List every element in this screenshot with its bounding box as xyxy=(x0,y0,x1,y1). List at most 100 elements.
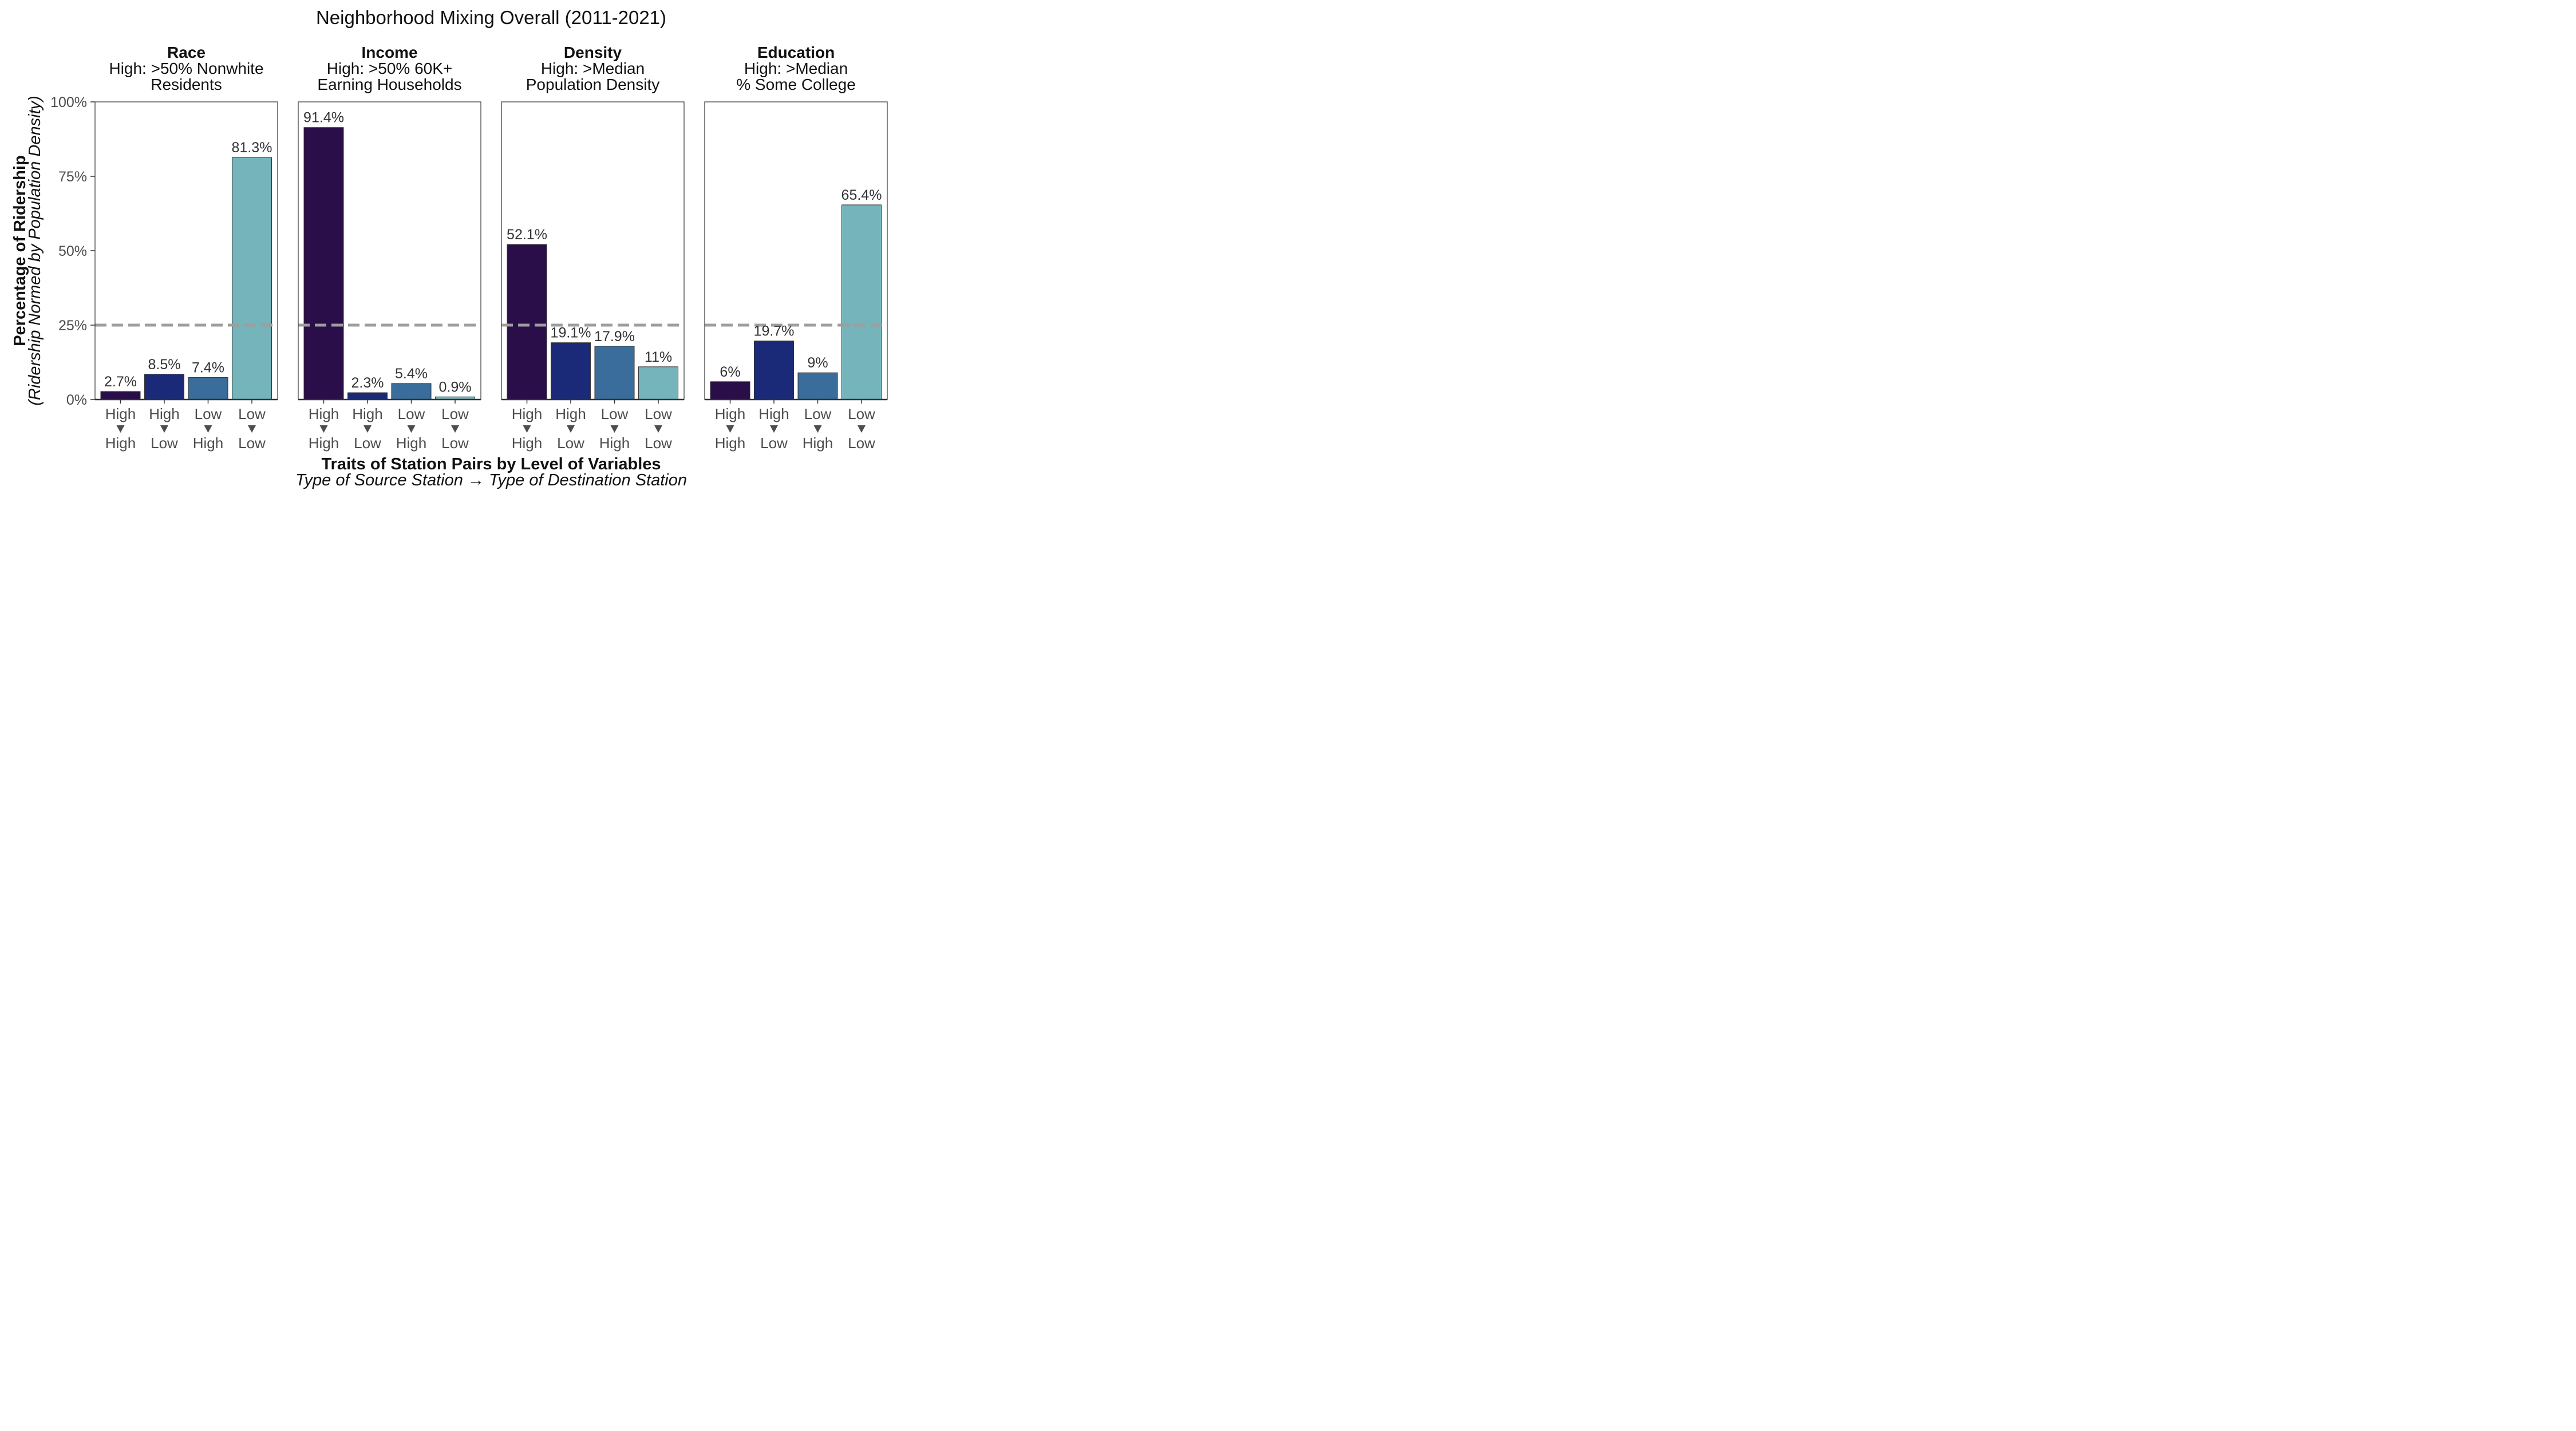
facet-subtitle: High: >50% 60K+ xyxy=(327,60,453,77)
bar-value-label: 0.9% xyxy=(439,379,472,395)
x-tick-destination: High xyxy=(512,434,542,452)
bar xyxy=(144,374,184,400)
facet-title: Race xyxy=(167,44,206,61)
x-tick-destination: High xyxy=(599,434,630,452)
y-tick-label: 100% xyxy=(50,94,87,110)
bar xyxy=(391,383,432,400)
y-axis-title: Percentage of Ridership (Ridership Norme… xyxy=(11,96,44,406)
chart-title: Neighborhood Mixing Overall (2011-2021) xyxy=(316,7,666,28)
x-axis-sublabel: Type of Source Station → Type of Destina… xyxy=(295,471,687,489)
x-tick-source: High xyxy=(555,405,586,422)
facet-subtitle: High: >Median xyxy=(744,60,848,77)
bar xyxy=(594,346,635,400)
bar-value-label: 52.1% xyxy=(507,227,547,243)
x-tick-destination: Low xyxy=(557,434,584,452)
bar xyxy=(551,342,591,400)
x-tick-destination: High xyxy=(803,434,833,452)
bar-value-label: 91.4% xyxy=(303,110,344,126)
bar xyxy=(638,366,678,400)
x-tick-destination: High xyxy=(715,434,745,452)
y-axis: 0% 25% 50% 75% 100% xyxy=(50,94,95,408)
down-arrow-icon xyxy=(523,425,531,433)
bar-value-label: 2.3% xyxy=(351,375,384,391)
down-arrow-icon xyxy=(364,425,372,433)
down-arrow-icon xyxy=(770,425,778,433)
y-tick-label: 50% xyxy=(58,243,87,259)
bar xyxy=(754,341,794,400)
down-arrow-icon xyxy=(451,425,459,433)
bar-value-label: 2.7% xyxy=(104,374,137,390)
x-tick-source: Low xyxy=(398,405,425,422)
x-tick-source: High xyxy=(758,405,789,422)
x-axis-label: Traits of Station Pairs by Level of Vari… xyxy=(321,455,661,473)
down-arrow-icon xyxy=(726,425,734,433)
down-arrow-icon xyxy=(407,425,416,433)
y-axis-sublabel: (Ridership Normed by Population Density) xyxy=(26,96,44,406)
down-arrow-icon xyxy=(813,425,822,433)
down-arrow-icon xyxy=(654,425,662,433)
down-arrow-icon xyxy=(204,425,212,433)
bar-value-label: 19.7% xyxy=(754,323,795,339)
facet-title: Education xyxy=(757,44,835,61)
bar xyxy=(188,377,228,400)
x-tick-source: Low xyxy=(195,405,222,422)
down-arrow-icon xyxy=(858,425,866,433)
facet-subtitle: Earning Households xyxy=(317,76,461,93)
x-tick-destination: High xyxy=(105,434,136,452)
bar xyxy=(797,372,838,400)
x-tick-source: Low xyxy=(601,405,629,422)
down-arrow-icon xyxy=(116,425,125,433)
x-tick-destination: High xyxy=(309,434,339,452)
x-tick-source: Low xyxy=(804,405,832,422)
x-tick-destination: High xyxy=(193,434,223,452)
bar-value-label: 7.4% xyxy=(192,360,224,376)
y-tick-label: 0% xyxy=(66,392,87,408)
x-tick-destination: Low xyxy=(848,434,875,452)
x-tick-source: Low xyxy=(441,405,469,422)
down-arrow-icon xyxy=(248,425,256,433)
bar-value-label: 81.3% xyxy=(232,140,272,156)
x-tick-source: High xyxy=(512,405,542,422)
x-tick-destination: Low xyxy=(238,434,266,452)
x-tick-source: Low xyxy=(645,405,672,422)
x-tick-source: Low xyxy=(848,405,875,422)
chart-figure: Neighborhood Mixing Overall (2011-2021) … xyxy=(11,7,888,489)
bar xyxy=(347,392,388,400)
bar-value-label: 9% xyxy=(807,355,828,371)
bar-value-label: 8.5% xyxy=(148,357,181,373)
facet-subtitle: High: >50% Nonwhite xyxy=(109,60,263,77)
down-arrow-icon xyxy=(567,425,575,433)
bar xyxy=(232,157,272,400)
facet-subtitle: Population Density xyxy=(526,76,659,93)
facet-subtitle: % Some College xyxy=(736,76,856,93)
x-tick-destination: Low xyxy=(645,434,672,452)
x-tick-source: High xyxy=(309,405,339,422)
bar-value-label: 5.4% xyxy=(395,366,428,382)
facet-subtitle: High: >Median xyxy=(541,60,645,77)
bar xyxy=(507,244,547,400)
x-tick-source: High xyxy=(149,405,179,422)
bar xyxy=(710,381,750,400)
y-tick-label: 75% xyxy=(58,169,87,185)
bar-value-label: 11% xyxy=(645,349,672,365)
x-tick-destination: Low xyxy=(151,434,178,452)
down-arrow-icon xyxy=(319,425,328,433)
x-tick-source: Low xyxy=(238,405,266,422)
bar xyxy=(100,391,141,400)
x-tick-destination: Low xyxy=(441,434,469,452)
bar-value-label: 19.1% xyxy=(551,325,591,341)
x-tick-source: High xyxy=(105,405,136,422)
facet-title: Density xyxy=(564,44,622,61)
x-tick-destination: High xyxy=(396,434,426,452)
x-tick-source: High xyxy=(715,405,745,422)
facet-subtitle: Residents xyxy=(151,76,222,93)
x-tick-destination: Low xyxy=(760,434,788,452)
bar xyxy=(303,127,344,400)
x-tick-destination: Low xyxy=(354,434,381,452)
bar-value-label: 6% xyxy=(720,364,740,380)
